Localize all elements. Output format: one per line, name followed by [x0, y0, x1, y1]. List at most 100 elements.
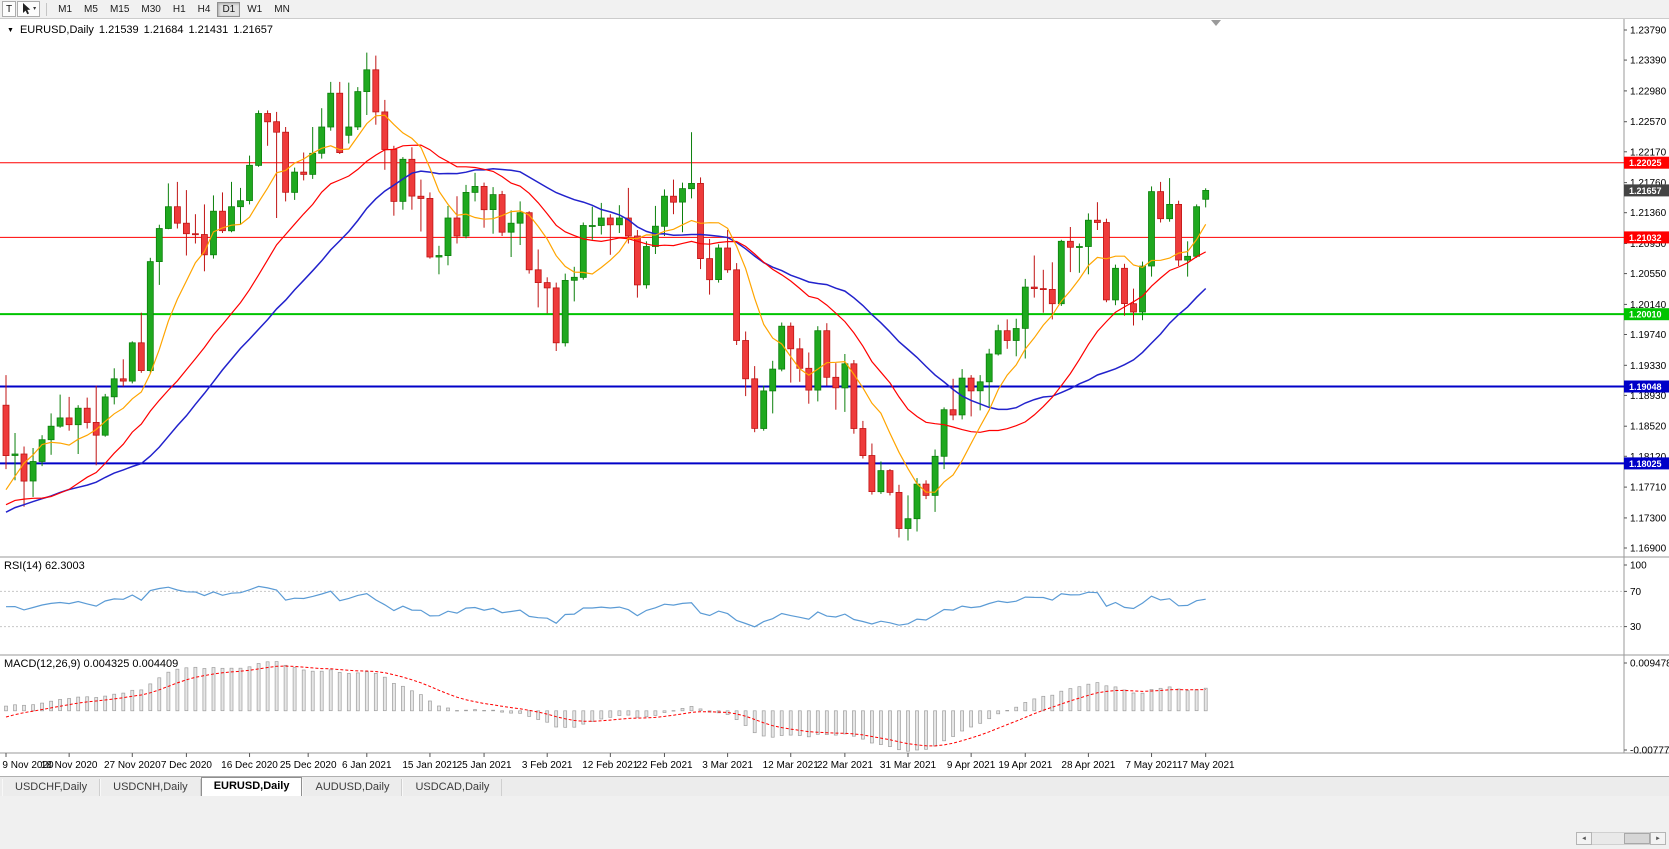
macd-bar: [987, 710, 992, 720]
macd-bar: [1059, 690, 1064, 712]
candle-body: [661, 195, 668, 227]
candle-body: [679, 188, 686, 203]
candle-body: [228, 206, 235, 232]
macd-bar: [166, 671, 171, 712]
chart-tab-eurusd[interactable]: EURUSD,Daily: [200, 777, 303, 796]
candle-body: [372, 69, 380, 113]
candle-body: [552, 287, 560, 344]
candle-body: [814, 330, 822, 391]
time-axis-label: 19 Apr 2021: [998, 760, 1052, 771]
timeframe-buttons: M1 M5 M15 M30 H1 H4 D1 W1 MN: [53, 1, 295, 17]
candle-body: [480, 185, 488, 211]
candle-body: [435, 255, 443, 258]
macd-bar: [1176, 688, 1181, 712]
candle-body: [273, 121, 281, 133]
candle-body: [787, 325, 795, 350]
candle-body: [300, 171, 308, 175]
candle-body: [1048, 288, 1056, 305]
candle-body: [29, 461, 37, 482]
timeframe-button-m1[interactable]: M1: [53, 2, 77, 17]
price-axis-label: 1.23390: [1630, 56, 1667, 67]
macd-bar: [85, 696, 90, 712]
macd-bar: [382, 676, 387, 712]
time-axis-label: 3 Feb 2021: [522, 760, 573, 771]
time-axis-label: 12 Feb 2021: [582, 760, 639, 771]
time-axis-label: 17 May 2021: [1177, 760, 1235, 771]
candle-body: [1003, 330, 1011, 341]
chart-canvas[interactable]: 1.23790 1.23390 1.22980 1.22570 1.22170 1.217…: [0, 19, 1669, 776]
macd-bar: [590, 710, 595, 722]
timeframe-button-m5[interactable]: M5: [79, 2, 103, 17]
price-axis-label: 1.23790: [1630, 26, 1667, 37]
candle-body: [1157, 191, 1164, 220]
candle-body: [913, 483, 921, 520]
candle-body: [110, 378, 118, 398]
time-axis-area[interactable]: [0, 753, 1624, 776]
ma-mid-line: [5, 144, 1206, 506]
macd-bar: [572, 710, 577, 728]
level-price-marker-box: [1624, 156, 1669, 169]
macd-bar: [662, 710, 667, 713]
macd-bar: [328, 669, 333, 712]
price-axis-label: 1.22170: [1630, 147, 1667, 158]
chart-mode-button[interactable]: T: [2, 1, 17, 17]
price-axis-area[interactable]: [1624, 19, 1669, 753]
macd-bar: [1194, 689, 1199, 712]
timeframe-button-mn[interactable]: MN: [269, 2, 295, 17]
scroll-left-button[interactable]: ◄: [1576, 832, 1592, 845]
candle-body: [832, 376, 840, 389]
macd-bar: [265, 661, 270, 712]
timeframe-button-h4[interactable]: H4: [193, 2, 216, 17]
candle-body: [390, 149, 398, 202]
price-axis-label: 1.18520: [1630, 422, 1667, 433]
macd-bar: [76, 696, 81, 712]
macd-bar: [680, 708, 685, 712]
candle-body: [688, 182, 695, 190]
macd-bar: [211, 667, 216, 712]
macd-bar: [951, 710, 955, 737]
candle-body: [841, 363, 849, 389]
rsi-panel-title: RSI(14) 62.3003: [4, 560, 85, 572]
macd-bar: [319, 670, 324, 712]
macd-bar: [410, 690, 414, 712]
level-price-marker-label: 1.21032: [1629, 233, 1662, 243]
time-axis-label: 9 Nov 2020: [2, 760, 54, 771]
timeframe-button-d1[interactable]: D1: [217, 1, 241, 17]
ma-slow-line: [5, 167, 1207, 513]
price-axis-label: 1.20950: [1630, 239, 1667, 250]
macd-bar: [1140, 692, 1145, 712]
macd-bar: [1005, 710, 1010, 712]
candle-body: [20, 453, 28, 482]
macd-bar: [509, 710, 513, 714]
timeframe-button-h1[interactable]: H1: [168, 2, 191, 17]
chart-tab-audusd[interactable]: AUDUSD,Daily: [302, 779, 403, 796]
chart-tab-usdcad[interactable]: USDCAD,Daily: [402, 779, 503, 796]
chart-tab-usdchf[interactable]: USDCHF,Daily: [2, 779, 101, 796]
macd-bar: [1122, 689, 1127, 712]
scrollbar-track[interactable]: [1592, 832, 1650, 845]
cursor-tool-button[interactable]: ▾: [17, 1, 41, 17]
macd-bar: [653, 710, 658, 716]
macd-bar: [256, 663, 261, 712]
macd-bar: [31, 704, 35, 712]
timeframe-button-m15[interactable]: M15: [105, 2, 134, 17]
macd-bar: [58, 699, 62, 712]
scroll-right-button[interactable]: ►: [1650, 832, 1666, 845]
timeframe-button-m30[interactable]: M30: [136, 2, 165, 17]
candle-body: [985, 353, 993, 383]
scrollbar-thumb[interactable]: [1624, 833, 1650, 844]
chart-tab-usdcnh[interactable]: USDCNH,Daily: [100, 779, 201, 796]
macd-axis-label: 0.009478: [1630, 659, 1669, 670]
candle-body: [994, 330, 1002, 355]
candle-body: [264, 113, 272, 123]
level-price-marker-label: 1.19048: [1629, 382, 1662, 392]
current-price-marker-box: [1624, 184, 1669, 197]
candle-body: [859, 428, 867, 457]
rsi-axis-label: 30: [1630, 622, 1642, 633]
timeframe-button-w1[interactable]: W1: [242, 2, 267, 17]
chart-shift-marker[interactable]: [1211, 20, 1221, 26]
candle-body: [1021, 286, 1029, 329]
candle-body: [327, 92, 335, 128]
candle-body: [606, 217, 614, 226]
candle-body: [760, 390, 768, 429]
